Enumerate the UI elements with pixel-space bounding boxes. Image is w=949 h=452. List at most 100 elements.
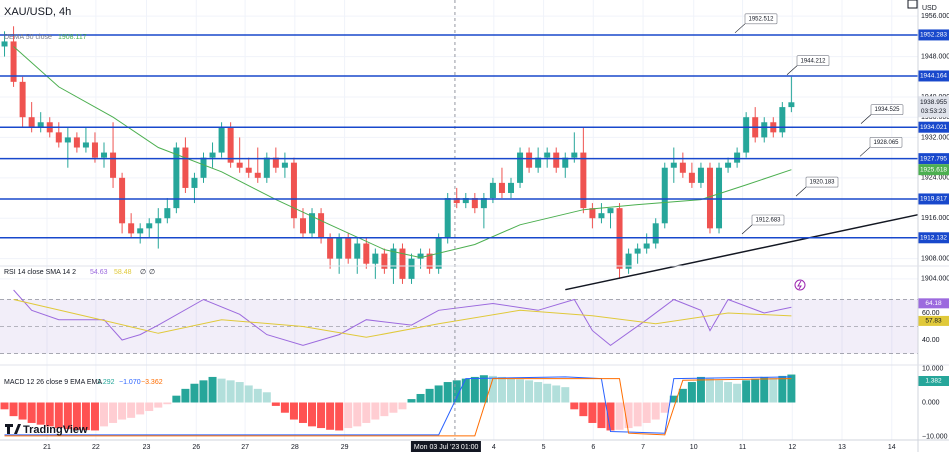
- macd-histogram-bar: [118, 402, 127, 420]
- currency: USD: [922, 5, 937, 12]
- y-tick-label: 1908.000: [921, 256, 949, 263]
- rsi-label-bg: [918, 298, 949, 309]
- crosshair-label-bg: [410, 441, 481, 452]
- candle-body: [498, 182, 505, 193]
- macd-histogram-bar: [715, 380, 724, 403]
- candle-body: [670, 162, 677, 168]
- x-tick-label: 10: [690, 444, 698, 451]
- macd-histogram-bar: [651, 402, 660, 420]
- x-tick-label: 22: [92, 444, 100, 451]
- x-tick-label: 27: [241, 444, 249, 451]
- candle-body: [1, 41, 8, 47]
- candle-body: [788, 102, 795, 108]
- macd-histogram-bar: [497, 376, 506, 403]
- callout-box: [805, 176, 839, 188]
- macd-histogram-bar: [154, 402, 163, 408]
- candle-body: [761, 122, 768, 138]
- level-label: 1927.795: [920, 155, 947, 162]
- macd-histogram-bar: [416, 393, 425, 403]
- macd-line: [4, 378, 792, 437]
- level-label: 1944.164: [920, 73, 947, 80]
- macd-histogram-bar: [54, 402, 63, 429]
- candle-body: [173, 147, 180, 209]
- candle-body: [128, 223, 135, 234]
- candle-body: [562, 157, 569, 168]
- macd-histogram-bar: [353, 402, 362, 427]
- candle-body: [571, 152, 578, 158]
- candle-body: [426, 253, 433, 269]
- x-tick-label: 21: [43, 444, 51, 451]
- x-tick-label: 23: [143, 444, 151, 451]
- macd-histogram-bar: [534, 382, 543, 403]
- macd-histogram-bar: [633, 402, 642, 427]
- macd-histogram-bar: [199, 380, 208, 403]
- macd-legend: MACD 12 26 close 9 EMA EMA: [4, 379, 102, 386]
- macd-histogram-bar: [705, 378, 714, 403]
- x-tick-label: 14: [888, 444, 896, 451]
- macd-histogram-bar: [434, 385, 443, 403]
- candle-body: [480, 198, 487, 209]
- candle-body: [146, 223, 153, 229]
- macd-histogram-bar: [443, 382, 452, 403]
- candle-body: [37, 122, 44, 128]
- macd-histogram-bar: [579, 402, 588, 417]
- macd-histogram-bar: [344, 402, 353, 429]
- candle-body: [453, 198, 460, 204]
- crosshair-date: Mon 03 Jul '23: [414, 444, 459, 451]
- macd-histogram-bar: [687, 382, 696, 403]
- candle-body: [589, 208, 596, 219]
- macd-histogram-bar: [552, 385, 561, 403]
- candle-body: [28, 117, 35, 128]
- macd-histogram-bar: [624, 402, 633, 429]
- macd-histogram-bar: [172, 395, 181, 403]
- callout-leader: [741, 224, 753, 235]
- candle-body: [245, 167, 252, 173]
- callout-label: 1920.183: [809, 180, 835, 186]
- macd-histogram-bar: [778, 375, 787, 403]
- candle-body: [19, 81, 26, 118]
- macd-histogram-bar: [181, 388, 190, 403]
- y-tick-label: −10.000: [922, 433, 948, 440]
- macd-histogram-bar: [389, 402, 398, 413]
- rsi-label: 57.83: [925, 318, 942, 325]
- x-tick-label: 13: [838, 444, 846, 451]
- callout-label: 1928.065: [873, 140, 899, 146]
- candle-body: [390, 248, 397, 269]
- y-tick-label: 0.000: [922, 399, 940, 406]
- ma-label: 1925.618: [920, 166, 947, 173]
- candle-body: [408, 258, 415, 279]
- settings-icon[interactable]: [907, 0, 918, 9]
- macd-histogram-bar: [109, 402, 118, 423]
- candle-body: [489, 182, 496, 199]
- callout-leader: [795, 186, 807, 197]
- brand-name: TradingView: [23, 424, 88, 436]
- candle-body: [354, 243, 361, 259]
- macd-histogram-bar: [760, 376, 769, 403]
- macd-histogram-bar: [606, 402, 615, 431]
- alert-icon[interactable]: [794, 279, 806, 291]
- candle-body: [318, 213, 325, 239]
- macd-histogram-bar: [298, 402, 307, 423]
- rsi-header-value: 54.63: [90, 269, 108, 276]
- macd-histogram-bar: [244, 385, 253, 403]
- candle-body: [553, 152, 560, 168]
- y-tick-label: 60.00: [922, 310, 940, 317]
- x-tick-label: 26: [192, 444, 200, 451]
- macd-histogram-bar: [217, 378, 226, 403]
- level-label-bg: [918, 153, 949, 165]
- candle-body: [381, 253, 388, 269]
- macd-histogram-bar: [543, 383, 552, 403]
- candle-body: [227, 127, 234, 163]
- candle-body: [517, 152, 524, 183]
- rsi-label: 64.18: [925, 300, 942, 307]
- macd-histogram-bar: [289, 402, 298, 420]
- macd-histogram-bar: [733, 383, 742, 403]
- x-tick-label: 12: [788, 444, 796, 451]
- macd-histogram-bar: [190, 383, 199, 403]
- y-tick-label: 1948.000: [921, 53, 949, 60]
- candle-body: [110, 152, 117, 178]
- candle-body: [209, 152, 216, 158]
- candle-body: [661, 167, 668, 224]
- callout-label: 1952.512: [748, 16, 774, 22]
